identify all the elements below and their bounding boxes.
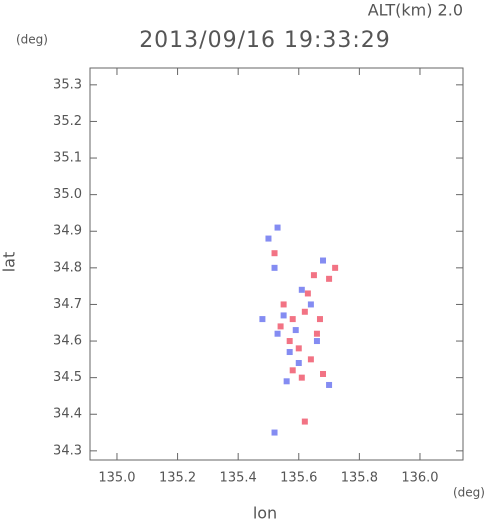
echo-pixel (274, 330, 281, 337)
echo-pixel (286, 338, 293, 345)
x-unit: (deg) (453, 486, 485, 500)
echo-pixel (265, 235, 272, 242)
echo-pixel (271, 264, 278, 271)
y-tick-label: 34.4 (53, 407, 82, 422)
echo-pixel (298, 286, 305, 293)
y-tick-label: 34.3 (53, 443, 82, 458)
x-tick-label: 135.8 (341, 471, 378, 486)
echo-pixel (332, 264, 339, 271)
plot-frame (89, 67, 464, 461)
echo-pixel (307, 356, 314, 363)
echo-pixel (295, 345, 302, 352)
echo-pixel (289, 367, 296, 374)
x-tick-label: 136.0 (401, 471, 438, 486)
echo-pixel (316, 316, 323, 323)
y-tick-label: 35.1 (53, 151, 82, 166)
echo-pixel (289, 316, 296, 323)
echo-pixel (271, 250, 278, 257)
x-tick-label: 135.0 (98, 471, 135, 486)
x-axis-label: lon (253, 504, 277, 521)
echo-pixel (310, 272, 317, 279)
echo-pixel (280, 301, 287, 308)
echo-pixel (277, 323, 284, 330)
y-axis-label: lat (0, 252, 19, 273)
echo-pixel (280, 312, 287, 319)
echo-pixel (313, 338, 320, 345)
echo-pixel (326, 381, 333, 388)
y-tick-label: 35.3 (53, 77, 82, 92)
echo-pixel (304, 290, 311, 297)
x-tick-label: 135.4 (220, 471, 257, 486)
echo-pixel (271, 429, 278, 436)
echo-pixel (301, 418, 308, 425)
echo-pixel (320, 370, 327, 377)
echo-pixel (307, 301, 314, 308)
y-tick-label: 35.2 (53, 114, 82, 129)
y-tick-label: 34.7 (53, 297, 82, 312)
echo-pixel (274, 224, 281, 231)
x-tick-label: 135.6 (280, 471, 317, 486)
echo-pixel (320, 257, 327, 264)
altitude-label: ALT(km) 2.0 (368, 1, 463, 20)
echo-pixel (301, 308, 308, 315)
y-tick-label: 35.0 (53, 187, 82, 202)
y-unit: (deg) (16, 33, 48, 47)
echo-pixel (298, 374, 305, 381)
echo-pixel (295, 360, 302, 367)
y-tick-label: 34.5 (53, 370, 82, 385)
y-tick-label: 34.8 (53, 260, 82, 275)
echo-pixel (259, 316, 266, 323)
y-tick-label: 34.9 (53, 224, 82, 239)
echo-pixel (286, 349, 293, 356)
echo-pixel (326, 275, 333, 282)
y-tick-label: 34.6 (53, 334, 82, 349)
echo-pixel (283, 378, 290, 385)
echo-pixel (292, 327, 299, 334)
x-tick-label: 135.2 (159, 471, 196, 486)
echo-pixel (313, 330, 320, 337)
chart-title: 2013/09/16 19:33:29 (139, 28, 391, 53)
